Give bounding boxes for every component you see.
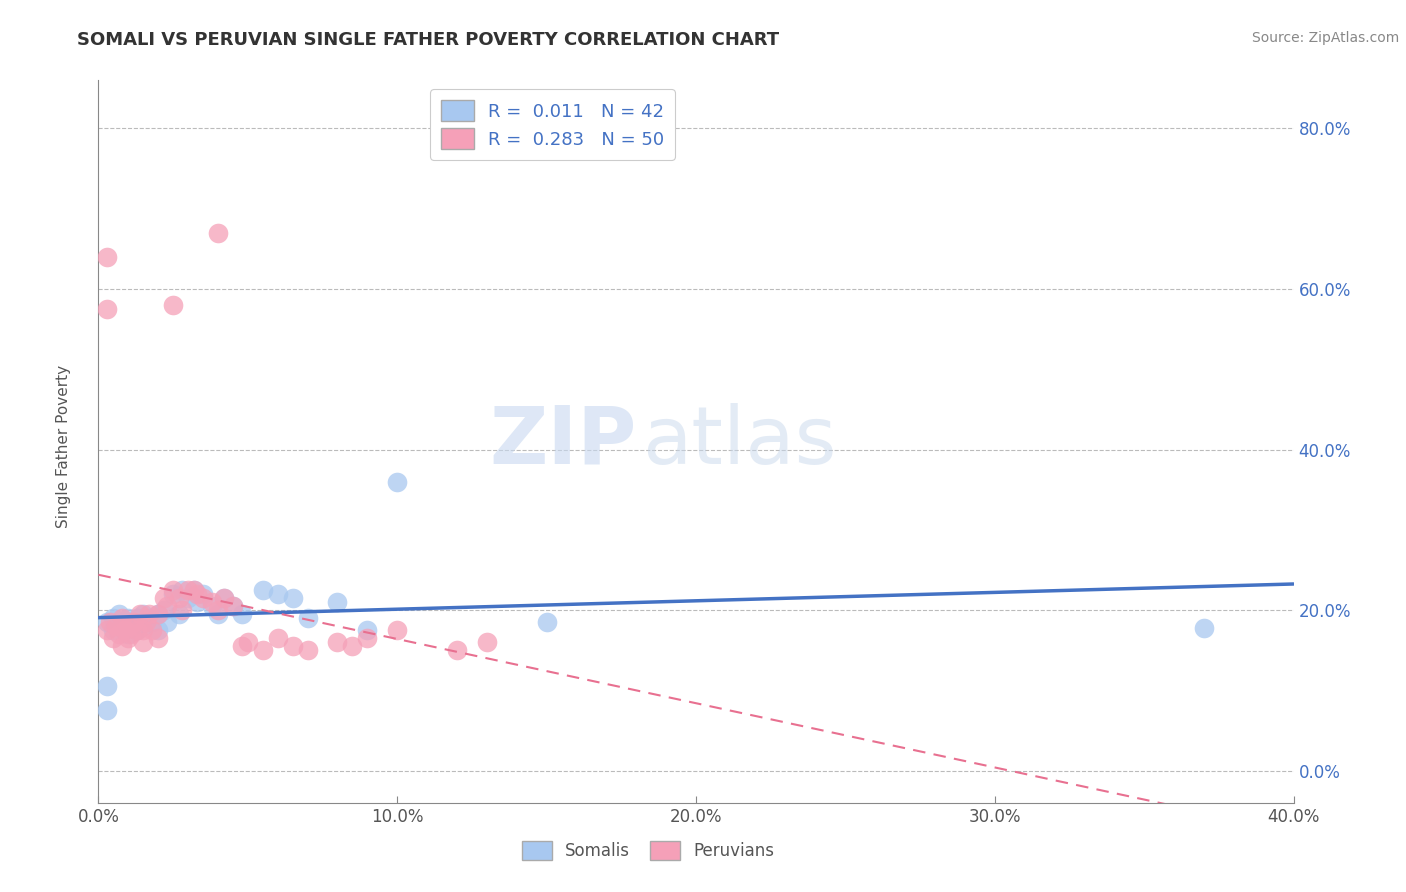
Point [96,623,118,637]
Point [120,627,142,641]
Point [98,615,122,630]
Point [117,611,139,625]
Point [117,632,139,646]
Point [132,607,155,621]
Point [281,591,304,606]
Point [177,591,200,606]
Point [267,632,290,646]
Point [475,635,498,649]
Point [326,635,349,649]
Point [167,591,190,606]
Text: atlas: atlas [643,402,837,481]
Point [114,623,136,637]
Point [156,615,179,630]
Point [103,632,125,646]
Point [127,611,149,625]
Point [148,607,170,621]
Point [252,643,274,657]
Point [191,587,214,601]
Point [201,595,224,609]
Point [132,623,155,637]
Point [186,587,208,601]
Point [212,591,235,606]
Point [132,635,155,649]
Point [356,623,378,637]
Point [267,587,290,601]
Point [96,703,118,717]
Text: Single Father Poverty: Single Father Poverty [56,365,70,527]
Point [191,591,214,606]
Point [111,639,134,653]
Point [183,583,205,598]
Point [96,250,118,264]
Point [385,475,409,489]
Point [207,607,229,621]
Point [231,607,253,621]
Point [172,583,194,598]
Point [186,595,208,609]
Point [124,615,146,630]
Point [124,615,146,630]
Point [162,298,184,312]
Point [114,615,136,630]
Point [201,599,224,614]
Point [183,583,205,598]
Point [148,632,170,646]
Point [96,680,118,694]
Text: SOMALI VS PERUVIAN SINGLE FATHER POVERTY CORRELATION CHART: SOMALI VS PERUVIAN SINGLE FATHER POVERTY… [77,31,779,49]
Point [127,623,149,637]
Point [207,603,229,617]
Point [177,583,200,598]
Point [222,599,245,614]
Point [148,607,170,621]
Point [162,583,184,598]
Point [236,635,259,649]
Point [167,607,190,621]
Point [141,623,163,637]
Point [127,623,149,637]
Text: ZIP: ZIP [489,402,637,481]
Point [96,301,118,317]
Point [103,623,125,637]
Point [162,587,184,601]
Point [342,639,364,653]
Point [231,639,253,653]
Point [105,619,128,633]
Legend: Somalis, Peruvians: Somalis, Peruvians [515,834,782,867]
Point [252,583,274,598]
Point [153,591,176,606]
Point [111,611,134,625]
Point [135,615,157,630]
Point [117,627,139,641]
Point [172,603,194,617]
Point [297,643,319,657]
Point [138,607,160,621]
Point [156,599,179,614]
Point [207,226,229,240]
Point [129,607,152,621]
Point [536,615,558,630]
Point [138,611,160,625]
Point [103,611,125,625]
Point [111,619,134,633]
Point [148,623,170,637]
Point [446,643,468,657]
Point [326,595,349,609]
Point [108,627,131,641]
Point [117,619,139,633]
Point [281,639,304,653]
Point [96,615,118,630]
Point [385,623,409,637]
Text: Source: ZipAtlas.com: Source: ZipAtlas.com [1251,31,1399,45]
Point [108,607,131,621]
Point [141,615,163,630]
Point [297,611,319,625]
Point [212,591,235,606]
Point [222,599,245,614]
Point [153,603,176,617]
Point [1192,621,1215,635]
Point [356,632,378,646]
Point [132,619,155,633]
